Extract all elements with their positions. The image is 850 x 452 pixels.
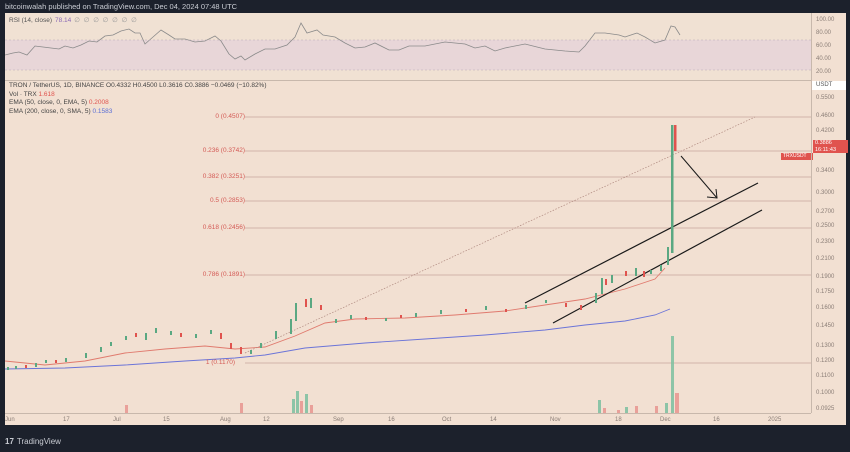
rsi-legend[interactable]: RSI (14, close) 78.14 ∅ ∅ ∅ ∅ ∅ ∅ ∅ [9, 16, 138, 24]
rsi-pane[interactable]: RSI (14, close) 78.14 ∅ ∅ ∅ ∅ ∅ ∅ ∅ [5, 13, 811, 81]
fib-label-0382: 0.382 (0.3251) [202, 173, 245, 180]
ema50-legend: EMA (50, close, 0, EMA, 5) 0.2008 [9, 99, 109, 106]
fib-label-0236: 0.236 (0.3742) [202, 147, 245, 154]
channel-lower-line [552, 209, 763, 324]
main-legend[interactable]: TRON / TetherUS, 1D, BINANCE O0.4332 H0.… [9, 82, 267, 116]
fib-label-0786: 0.786 (0.1891) [202, 271, 245, 278]
rsi-visibility-icons[interactable]: ∅ ∅ ∅ ∅ ∅ ∅ ∅ [74, 17, 138, 24]
price-chart[interactable] [5, 13, 811, 413]
rsi-line [5, 22, 811, 71]
dotted-trendline [244, 116, 756, 354]
fib-label-0: 0 (0.4507) [215, 113, 245, 120]
candles [7, 125, 677, 370]
ema200-line [5, 308, 671, 370]
rsi-label: RSI (14, close) [9, 17, 52, 24]
fib-lines [245, 116, 811, 364]
ema200-legend: EMA (200, close, 0, SMA, 5) 0.1583 [9, 107, 113, 115]
fib-label-05: 0.5 (0.2853) [209, 197, 245, 204]
tradingview-logo-icon: 17 [5, 437, 14, 446]
publish-header: bitcoinwalah published on TradingView.co… [5, 2, 238, 11]
tradingview-branding[interactable]: 17 TradingView [5, 437, 61, 446]
channel-upper-line [524, 182, 759, 304]
fib-label-1: 1 (0.1170) [205, 359, 235, 366]
down-arrow-icon [680, 155, 718, 199]
time-axis[interactable]: Jun 17 Jul 15 Aug 12 Sep 16 Oct 14 Nov 1… [5, 413, 811, 426]
current-price-label: 0.3886 16:11:43 [813, 140, 848, 153]
symbol-ohlc: TRON / TetherUS, 1D, BINANCE O0.4332 H0.… [9, 82, 267, 89]
price-axis[interactable]: 100.00 80.00 60.00 40.00 20.00 USDT 0.55… [811, 13, 848, 413]
rsi-value: 78.14 [55, 17, 72, 24]
volume-legend: Vol · TRX 1.618 [9, 90, 55, 98]
ema50-line [5, 267, 666, 366]
fib-label-0618: 0.618 (0.2456) [202, 224, 245, 231]
chart-frame[interactable]: RSI (14, close) 78.14 ∅ ∅ ∅ ∅ ∅ ∅ ∅ TRON /… [5, 13, 848, 426]
volume-bars [125, 336, 679, 413]
rsi-band [5, 40, 811, 70]
currency-button[interactable]: USDT [812, 81, 846, 90]
symbol-price-tag: TRXUSDT [781, 153, 813, 160]
